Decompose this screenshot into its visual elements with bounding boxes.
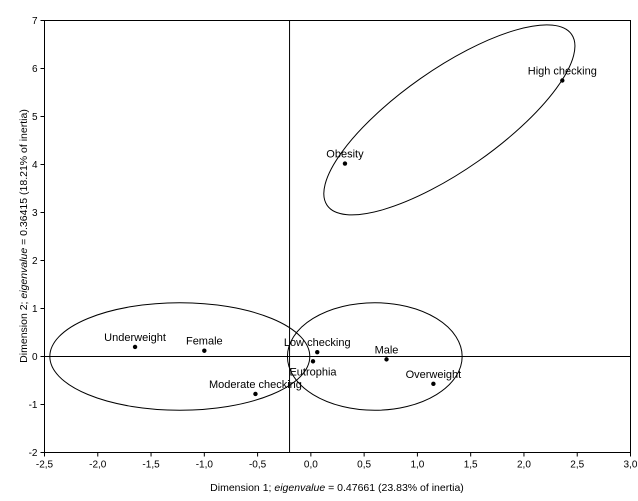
point-label-eutrophia: Eutrophia <box>289 366 337 378</box>
ellipse-group-high-checking-obesity <box>323 24 576 216</box>
plot-frame <box>44 20 631 453</box>
y-tick-label: 5 <box>32 112 38 123</box>
y-axis: -2 -1 0 1 2 3 4 5 6 7 <box>29 16 45 459</box>
point-label-underweight: Underweight <box>104 332 166 344</box>
y-tick-label: 1 <box>32 304 38 315</box>
y-tick-label: 3 <box>32 208 38 219</box>
y-tick-label: 4 <box>32 160 38 171</box>
point-underweight <box>132 344 138 350</box>
point-female <box>202 348 207 353</box>
point-overweight <box>431 381 436 387</box>
point-label-male: Male <box>375 344 399 356</box>
x-tick-label: -2,0 <box>89 460 107 471</box>
reference-lines <box>44 20 631 453</box>
point-low-checking <box>315 349 320 355</box>
point-male <box>384 357 389 362</box>
point-label-female: Female <box>186 336 223 348</box>
point-label-high-checking: High checking <box>528 66 597 78</box>
point-label-obesity: Obesity <box>326 149 364 161</box>
x-tick-label: 1,5 <box>464 460 478 471</box>
x-tick-label: 0,5 <box>357 460 371 471</box>
x-tick-label: 2,5 <box>570 460 584 471</box>
x-axis: -2,5 -2,0 -1,5 -1,0 -0,5 0,0 0,5 1,0 1,5 2,0 2,5 3,… <box>36 452 638 471</box>
x-tick-label: 2,0 <box>517 460 531 471</box>
x-tick-label: 1,0 <box>410 460 424 471</box>
y-tick-label: -1 <box>29 400 38 411</box>
y-tick-label: 2 <box>32 256 38 267</box>
y-tick-label: -2 <box>29 448 38 459</box>
x-tick-label: 0,0 <box>304 460 318 471</box>
y-tick-label: 7 <box>32 16 38 27</box>
point-high-checking <box>560 78 565 83</box>
point-label-moderate-checking: Moderate checking <box>209 379 302 391</box>
x-tick-label: 3,0 <box>624 460 638 471</box>
point-label-low-checking: Low checking <box>284 337 351 349</box>
point-eutrophia <box>310 359 316 364</box>
point-obesity <box>342 161 348 166</box>
x-tick-label: -0,5 <box>249 460 267 471</box>
point-moderate-checking <box>253 391 258 397</box>
y-tick-label: 0 <box>32 352 38 363</box>
x-tick-label: -1,0 <box>196 460 214 471</box>
y-axis-title: Dimension 2; eigenvalue = 0.36415 (18.21… <box>18 109 30 363</box>
point-label-overweight: Overweight <box>406 369 462 381</box>
x-axis-title: Dimension 1; eigenvalue = 0.47661 (23.83… <box>210 482 464 494</box>
points-layer: High checking Obesity Underweight Female Low… <box>104 66 597 397</box>
x-tick-label: -1,5 <box>142 460 160 471</box>
x-tick-label: -2,5 <box>36 460 54 471</box>
y-tick-label: 6 <box>32 64 38 75</box>
